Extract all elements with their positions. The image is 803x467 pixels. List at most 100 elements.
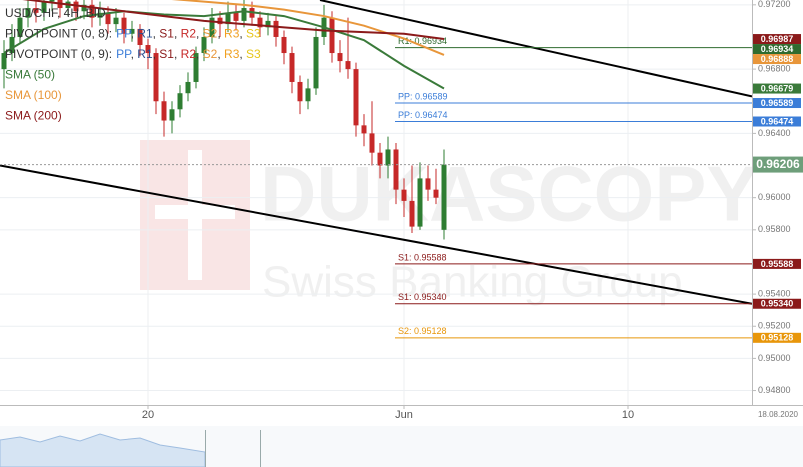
value-box-label: 0.96888 (761, 54, 794, 64)
y-tick-label: 0.96800 (758, 63, 791, 73)
legend-separator: , (196, 27, 203, 41)
candle-body (97, 12, 103, 18)
value-box-label: 0.96474 (761, 116, 794, 126)
candle-body (265, 20, 271, 28)
legend-separator: , (239, 27, 246, 41)
legend-pivot-item: S1 (159, 27, 174, 41)
y-tick-label: 0.95200 (758, 321, 791, 331)
legend-pivot-item: S3 (246, 47, 261, 61)
legend-separator: , (153, 27, 160, 41)
legend-pivot-item: R2 (181, 27, 197, 41)
legend-title: USD/CHF, 4H, BID (5, 6, 106, 20)
candle-body (281, 36, 287, 54)
candle-body (201, 36, 207, 54)
value-box-label: 0.96987 (761, 34, 794, 44)
value-box (753, 116, 801, 127)
y-tick-label: 0.97200 (758, 0, 791, 9)
candle-body (353, 69, 359, 126)
candle-body (241, 8, 247, 21)
watermark-brand: DUKASCOPY (260, 150, 758, 238)
candle-body (329, 17, 335, 54)
candle-body (409, 200, 415, 227)
pivot-label: S2: 0.95128 (398, 326, 447, 336)
legend-pivot: PIVOTPOINT (0, 8): PP, R1, S1, R2, S2, R3… (5, 27, 261, 41)
legend-pivot-item: R1 (137, 47, 153, 61)
legend-pivot-item: R3 (224, 47, 240, 61)
legend-separator: , (131, 27, 138, 41)
legend-separator: , (217, 47, 224, 61)
legend-separator: , (174, 27, 181, 41)
legend-entry: SMA (200) (5, 109, 62, 123)
candle-body (193, 53, 199, 82)
candle-body (185, 81, 191, 94)
candle-body (17, 17, 23, 37)
legend-pivot-title: PIVOTPOINT (0, 8): (5, 27, 112, 41)
candle-body (209, 17, 215, 37)
legend-pivot-item: S3 (246, 27, 261, 41)
value-box-label: 0.96934 (761, 44, 794, 54)
candle-body (385, 149, 391, 166)
legend-pivot: PIVOTPOINT (0, 9): PP, R1, S1, R2, S2, R3… (5, 47, 261, 61)
legend-pivot-item: S2 (203, 47, 218, 61)
candle-body (305, 88, 311, 102)
value-box (753, 34, 801, 45)
navigator (0, 426, 803, 467)
candle-body (417, 178, 423, 227)
candle-body (433, 189, 439, 198)
pivot-label: R1: 0.96934 (398, 36, 447, 46)
value-box (753, 83, 801, 94)
legend-separator: , (131, 47, 138, 61)
legend-separator: , (196, 47, 203, 61)
sma-line (22, 0, 445, 41)
candle-body (337, 53, 343, 62)
value-box (753, 54, 801, 65)
legend-pivot-item: S1 (159, 47, 174, 61)
pivot-label: S1: 0.95340 (398, 292, 447, 302)
legend-pivot-title: PIVOTPOINT (0, 9): (5, 47, 112, 61)
candle-body (273, 20, 279, 37)
candle-body (369, 133, 375, 153)
candle-body (361, 125, 367, 134)
legend-pivot-item: PP (116, 27, 132, 41)
x-tick-label: Jun (395, 409, 413, 421)
legend-separator: , (239, 47, 246, 61)
value-box (753, 258, 801, 269)
value-box-label: 0.95340 (761, 299, 794, 309)
axes: 0.97200 0.96800 0.96400 0.96000 0.95800 0.954… (142, 0, 803, 421)
legend-pivot-item: PP (116, 47, 132, 61)
candle-body (289, 53, 295, 82)
candle-body (425, 178, 431, 190)
candle-body (377, 152, 383, 166)
pivot-label: PP: 0.96474 (398, 110, 448, 120)
sma-line (3, 10, 445, 90)
y-tick-label: 0.94800 (758, 385, 791, 395)
y-tick-label: 0.95800 (758, 224, 791, 234)
trendline (0, 164, 752, 305)
y-tick-label: 0.95000 (758, 353, 791, 363)
y-tick-label: 0.96400 (758, 128, 791, 138)
candle-body (297, 81, 303, 102)
date-label: 18.08.2020 (758, 410, 799, 419)
x-tick-label: 10 (622, 409, 634, 421)
price-box (753, 156, 803, 173)
candle-body (313, 36, 319, 89)
legend-separator: , (217, 27, 224, 41)
y-tick-label: 0.95400 (758, 288, 791, 298)
watermark-logo-cross (155, 205, 235, 219)
candle-body (257, 17, 263, 28)
candle-body (1, 53, 7, 70)
trendline (319, 0, 752, 98)
pivot-label: S1: 0.95588 (398, 252, 447, 262)
y-tick-label: 0.96000 (758, 192, 791, 202)
legend-separator: , (174, 47, 181, 61)
candle-body (137, 28, 143, 45)
legend-pivot-item: S2 (203, 27, 218, 41)
sma-line (171, 0, 445, 56)
value-box (753, 298, 801, 309)
candle-body (9, 36, 15, 54)
watermark-tagline: Swiss Banking Group (262, 258, 683, 307)
watermark-logo (140, 140, 250, 290)
watermark-logo-cross (188, 150, 202, 280)
legend-separator: , (153, 47, 160, 61)
